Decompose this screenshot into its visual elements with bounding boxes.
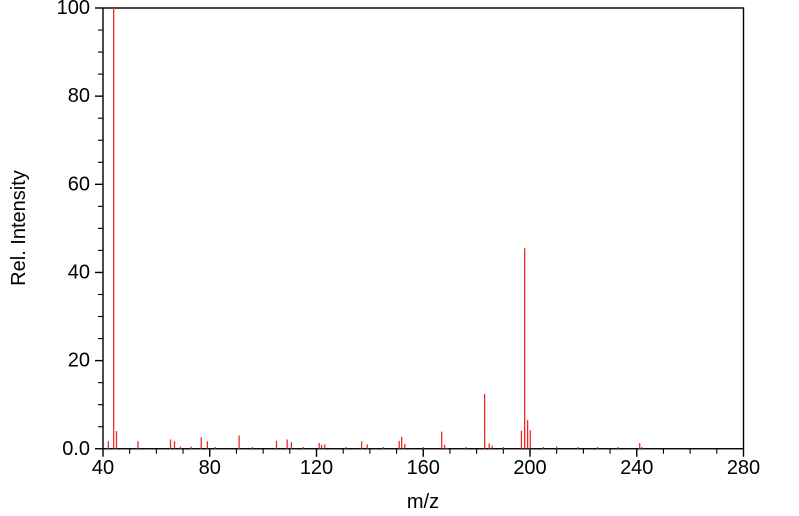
svg-text:0.0: 0.0 [62,438,90,460]
svg-text:100: 100 [57,0,90,19]
svg-text:240: 240 [620,457,653,479]
svg-text:20: 20 [68,350,90,372]
svg-text:160: 160 [407,457,440,479]
svg-text:40: 40 [92,457,114,479]
svg-text:280: 280 [727,457,760,479]
svg-text:120: 120 [300,457,333,479]
svg-text:40: 40 [68,261,90,283]
svg-text:60: 60 [68,173,90,195]
svg-text:80: 80 [199,457,221,479]
svg-text:80: 80 [68,85,90,107]
svg-text:200: 200 [513,457,546,479]
